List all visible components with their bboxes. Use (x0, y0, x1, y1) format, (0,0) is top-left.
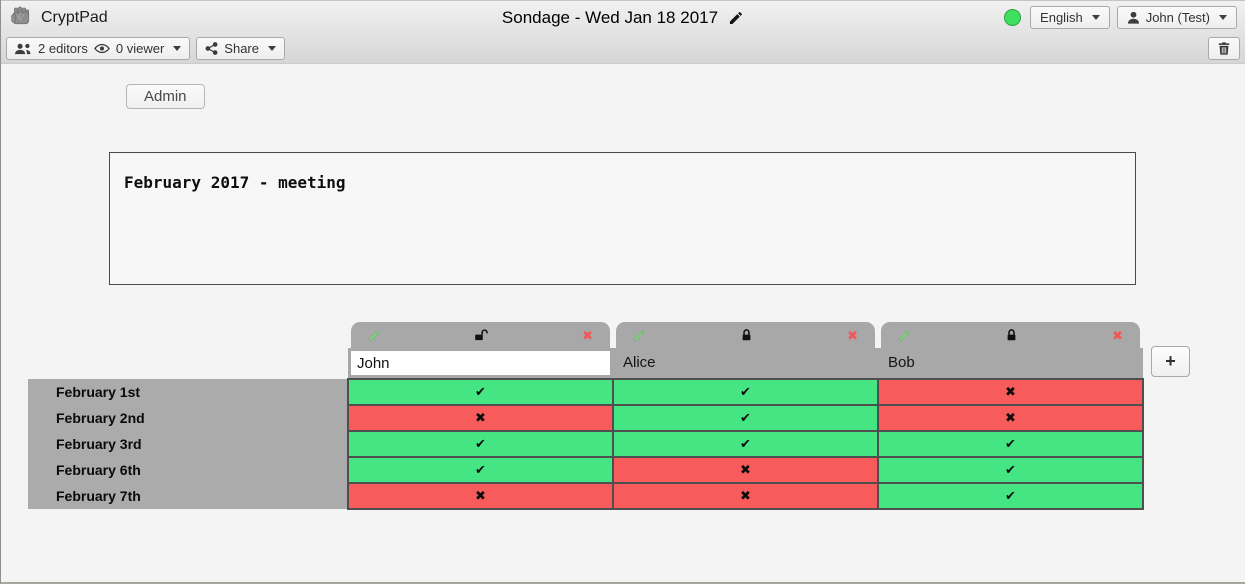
document-title-bar: Sondage - Wed Jan 18 2017 (502, 8, 744, 28)
row-label: February 6th (28, 457, 348, 483)
user-menu-dropdown[interactable]: John (Test) (1116, 5, 1237, 30)
column-tab: ✖ (351, 322, 610, 348)
poll-names-row: Alice Bob (28, 348, 1143, 379)
vote-cell-no: ✖ (877, 404, 1144, 432)
remove-column-icon[interactable]: ✖ (1112, 327, 1123, 343)
poll-row: February 2nd ✖ ✔ ✖ (28, 404, 1144, 432)
toolbar-top-row: CryptPad Sondage - Wed Jan 18 2017 Engli… (1, 1, 1245, 34)
edit-column-pencil-icon[interactable] (898, 329, 911, 342)
editors-count-label: 2 editors (38, 40, 88, 56)
column-name-label: Alice (623, 354, 656, 371)
edit-column-pencil-icon[interactable] (368, 329, 381, 342)
column-name-input[interactable] (351, 351, 610, 375)
document-title: Sondage - Wed Jan 18 2017 (501, 7, 719, 27)
vote-cell-yes[interactable]: ✔ (347, 378, 614, 406)
toolbar: CryptPad Sondage - Wed Jan 18 2017 Engli… (1, 0, 1245, 64)
poll-row: February 7th ✖ ✖ ✔ (28, 482, 1144, 510)
column-tab: ✖ (881, 322, 1140, 348)
trash-button[interactable] (1208, 37, 1240, 60)
toolbar-sub-row: 2 editors 0 viewer Share (1, 34, 1245, 63)
share-label: Share (224, 40, 259, 56)
eye-icon (94, 43, 110, 54)
poll-tabs-row: ✖ ✖ ✖ (28, 322, 1143, 348)
vote-cell-yes: ✔ (612, 404, 879, 432)
poll-row: February 6th ✔ ✖ ✔ (28, 456, 1144, 484)
remove-column-icon[interactable]: ✖ (847, 327, 858, 343)
lock-icon[interactable] (740, 328, 753, 342)
user-label: John (Test) (1145, 9, 1210, 25)
cryptpad-fist-logo-icon (9, 6, 32, 29)
add-column-button[interactable]: + (1151, 346, 1190, 377)
vote-cell-yes[interactable]: ✔ (347, 456, 614, 484)
share-dropdown[interactable]: Share (196, 36, 285, 61)
edit-column-pencil-icon[interactable] (633, 329, 646, 342)
vote-cell-yes: ✔ (877, 456, 1144, 484)
connection-status-indicator (1004, 9, 1022, 26)
chevron-down-icon (1091, 15, 1100, 20)
poll-row: February 1st ✔ ✔ ✖ (28, 378, 1144, 406)
remove-column-icon[interactable]: ✖ (582, 327, 593, 343)
chevron-down-icon (268, 46, 276, 51)
chevron-down-icon (173, 46, 182, 51)
vote-cell-yes: ✔ (612, 430, 879, 458)
description-textarea[interactable]: February 2017 - meeting (109, 152, 1136, 285)
edit-title-pencil-icon[interactable] (728, 10, 744, 26)
app-name: CryptPad (41, 8, 108, 26)
vote-cell-yes: ✔ (612, 378, 879, 406)
users-icon (15, 43, 32, 55)
language-dropdown[interactable]: English (1030, 5, 1110, 30)
unlock-icon[interactable] (474, 328, 489, 342)
admin-button[interactable]: Admin (126, 84, 205, 109)
row-label: February 3rd (28, 431, 348, 457)
trash-icon (1217, 41, 1231, 56)
vote-cell-yes[interactable]: ✔ (347, 430, 614, 458)
share-icon (205, 42, 218, 55)
vote-cell-no[interactable]: ✖ (347, 482, 614, 510)
column-name-label: Bob (888, 354, 915, 371)
vote-cell-no[interactable]: ✖ (347, 404, 614, 432)
vote-cell-no: ✖ (877, 378, 1144, 406)
toolbar-right-cluster: English John (Test) (1004, 5, 1237, 30)
vote-cell-no: ✖ (612, 456, 879, 484)
row-label: February 7th (28, 483, 348, 509)
language-label: English (1040, 9, 1083, 25)
vote-cell-yes: ✔ (877, 482, 1144, 510)
poll-row: February 3rd ✔ ✔ ✔ (28, 430, 1144, 458)
chevron-down-icon (1219, 15, 1227, 20)
column-tab: ✖ (616, 322, 875, 348)
cryptpad-brand[interactable]: CryptPad (9, 6, 108, 29)
editors-viewers-dropdown[interactable]: 2 editors 0 viewer (6, 36, 191, 61)
lock-icon[interactable] (1005, 328, 1018, 342)
vote-cell-no: ✖ (612, 482, 879, 510)
poll-body: February 1st ✔ ✔ ✖ February 2nd ✖ ✔ ✖ February 3… (28, 378, 1144, 510)
user-icon (1127, 11, 1140, 24)
row-label: February 1st (28, 379, 348, 405)
viewers-count-label: 0 viewer (115, 40, 165, 56)
vote-cell-yes: ✔ (877, 430, 1144, 458)
row-label: February 2nd (28, 405, 348, 431)
